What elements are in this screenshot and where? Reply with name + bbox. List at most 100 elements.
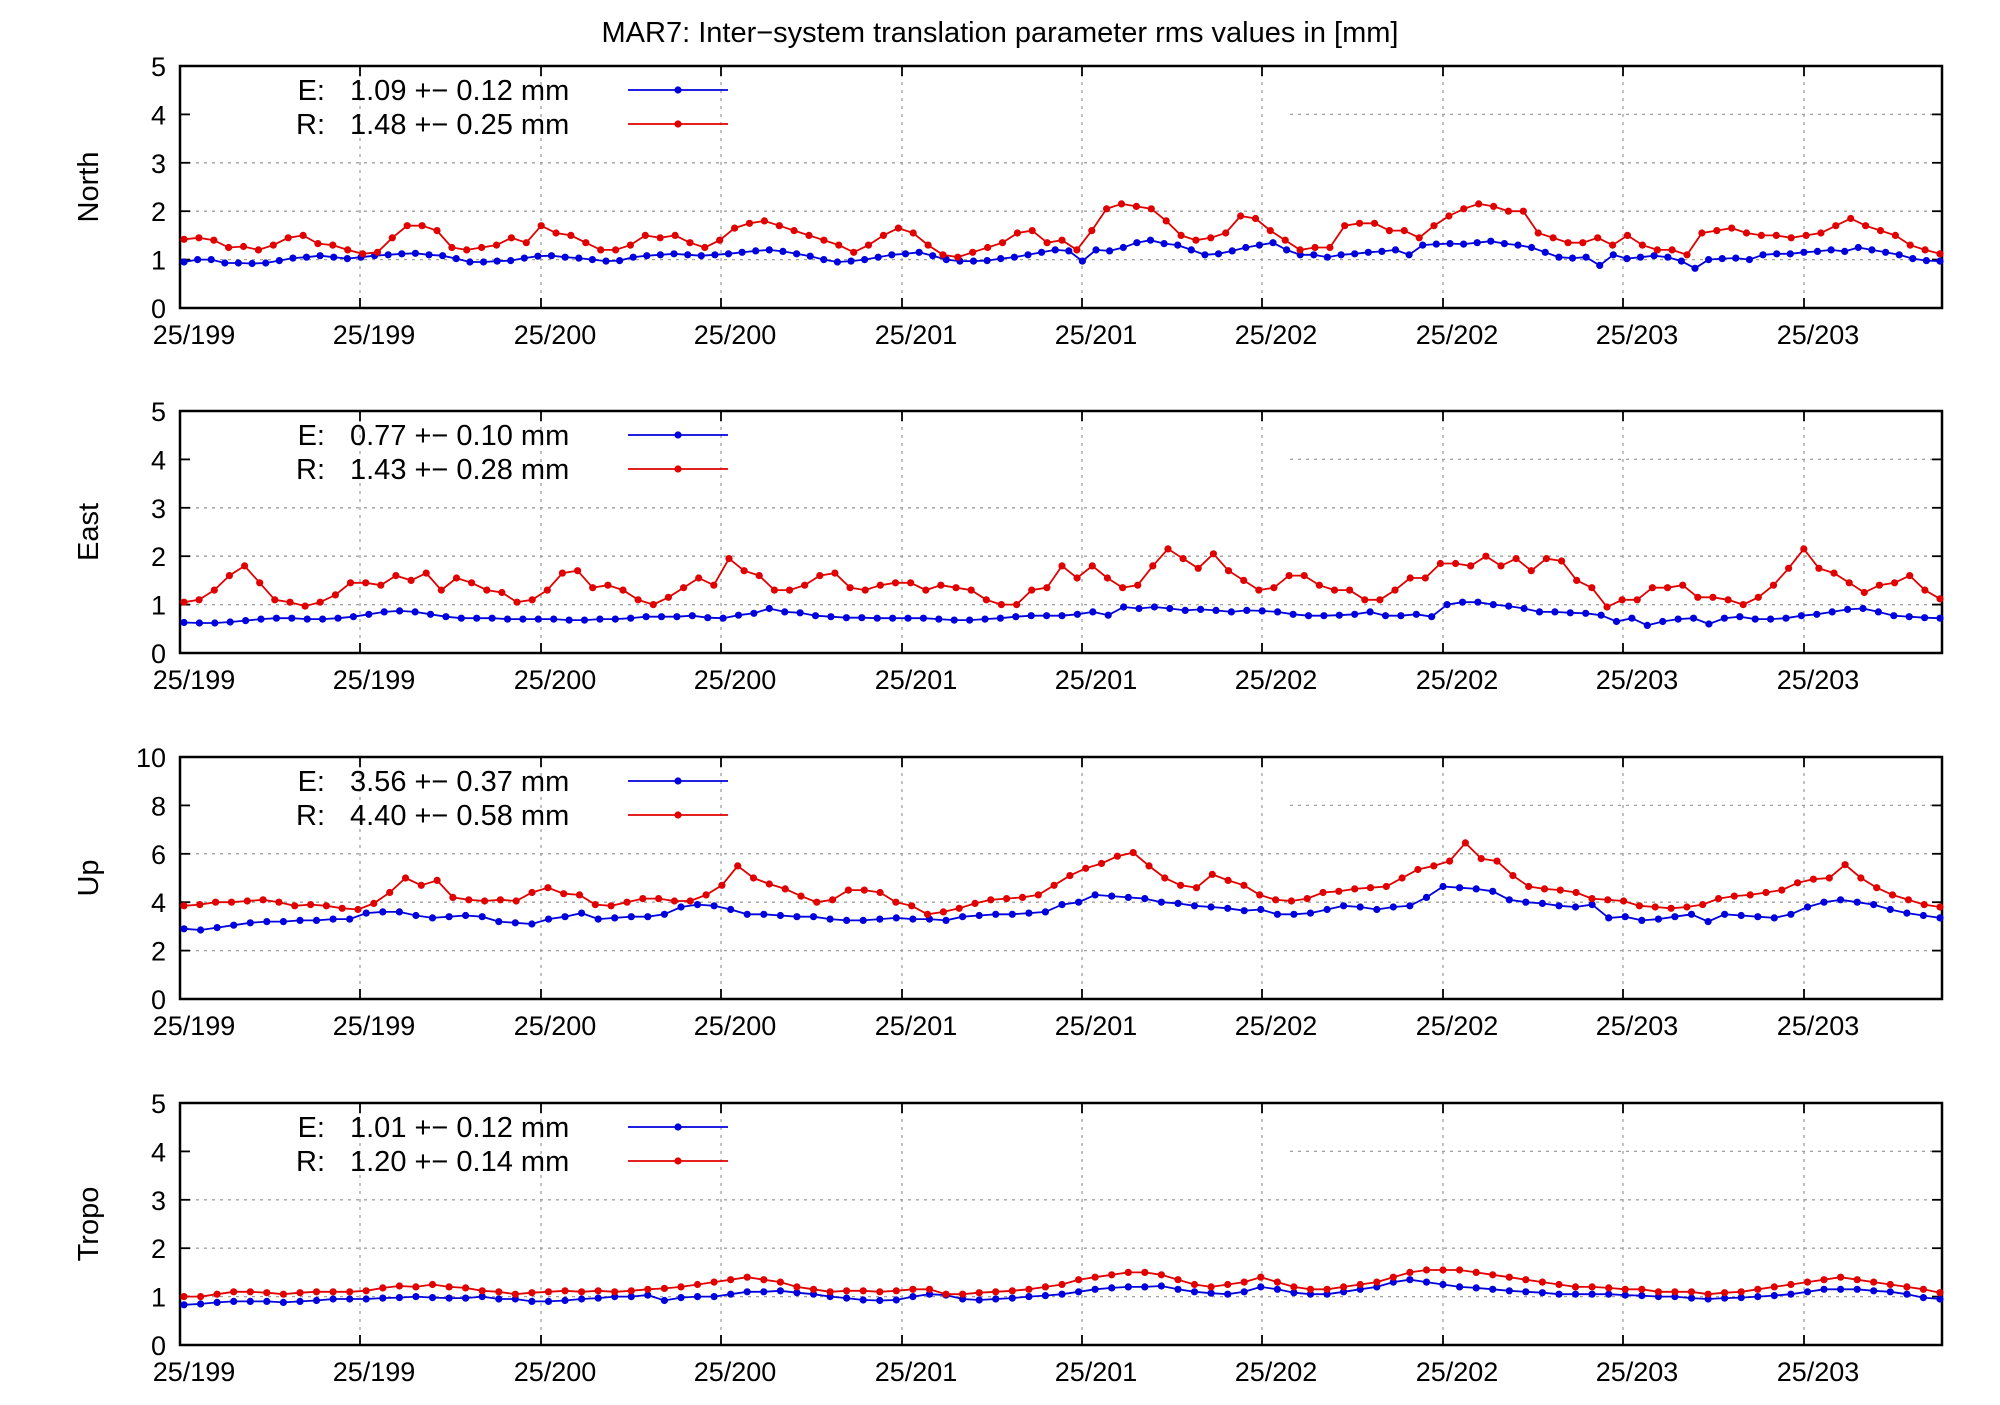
data-point — [969, 257, 978, 265]
data-point — [656, 234, 664, 242]
data-point — [1936, 250, 1944, 258]
x-tick-label: 25/200 — [514, 320, 597, 350]
data-point — [1323, 905, 1331, 914]
y-tick-label: 2 — [151, 937, 166, 967]
data-point — [1078, 257, 1086, 265]
data-point — [612, 246, 620, 254]
x-tick-label: 25/201 — [1055, 1011, 1138, 1041]
data-point — [1351, 885, 1359, 893]
data-point — [1439, 1266, 1447, 1274]
data-point — [908, 902, 916, 910]
data-point — [1296, 246, 1304, 254]
data-point — [1888, 891, 1897, 899]
data-point — [1705, 256, 1713, 264]
data-point — [1058, 1290, 1066, 1298]
data-point — [312, 916, 321, 925]
data-point — [1541, 248, 1549, 256]
data-point — [874, 253, 882, 261]
x-tick-label: 25/199 — [153, 665, 236, 695]
data-point — [1091, 891, 1099, 899]
data-point — [1472, 885, 1480, 893]
series-line-e — [183, 239, 1941, 270]
data-point — [230, 921, 238, 929]
x-tick-label: 25/200 — [514, 665, 597, 695]
legend-series-label: 4.40 +− 0.58 mm — [350, 800, 569, 832]
data-point — [1505, 896, 1513, 904]
y-tick-label: 2 — [151, 197, 166, 227]
data-point — [359, 250, 367, 258]
data-point — [1456, 884, 1464, 892]
data-point — [1759, 251, 1767, 259]
data-point — [312, 1288, 321, 1296]
data-point — [1141, 1283, 1149, 1291]
data-point — [1691, 264, 1699, 272]
data-point — [465, 896, 473, 904]
data-point — [809, 1285, 818, 1293]
data-point — [1638, 1292, 1646, 1300]
data-point — [1266, 227, 1274, 235]
data-point — [1549, 234, 1557, 242]
data-point — [594, 1294, 602, 1302]
data-point — [1638, 241, 1646, 249]
data-point — [422, 569, 430, 577]
data-point — [1813, 610, 1821, 618]
legend-series-name: E: — [298, 75, 325, 107]
data-point — [785, 586, 794, 594]
data-point — [1757, 231, 1765, 239]
data-point — [1770, 1292, 1778, 1300]
data-point — [1769, 581, 1778, 589]
data-point — [1522, 898, 1530, 906]
data-point — [1787, 910, 1795, 918]
data-point — [263, 1289, 271, 1297]
data-point — [1820, 1285, 1828, 1293]
data-point — [731, 224, 739, 232]
data-point — [1732, 254, 1740, 262]
data-point — [1891, 231, 1899, 239]
data-point — [511, 919, 519, 927]
x-tick-label: 25/203 — [1777, 1357, 1860, 1387]
data-point — [225, 572, 233, 580]
data-point — [1356, 903, 1364, 911]
data-point — [1303, 895, 1311, 903]
data-point — [1500, 240, 1508, 248]
data-point — [398, 250, 406, 258]
data-point — [1124, 1268, 1132, 1276]
data-point — [607, 902, 615, 910]
data-point — [1906, 572, 1914, 580]
legend-series-name: R: — [296, 1146, 325, 1178]
data-point — [915, 248, 923, 256]
data-point — [1366, 608, 1374, 616]
data-point — [1315, 581, 1323, 589]
data-point — [969, 248, 977, 256]
y-tick-label: 2 — [151, 542, 166, 572]
x-tick-label: 25/203 — [1596, 1357, 1679, 1387]
data-point — [760, 217, 769, 225]
data-point — [212, 898, 220, 906]
data-point — [1699, 901, 1707, 909]
legend-series-label: 3.56 +− 0.37 mm — [350, 766, 569, 798]
data-point — [1346, 586, 1354, 594]
series-line-r — [183, 202, 1941, 259]
data-point — [312, 1296, 321, 1305]
data-point — [578, 909, 586, 917]
data-point — [1751, 615, 1759, 623]
data-point — [1356, 219, 1364, 227]
data-point — [1192, 236, 1200, 244]
data-point — [1588, 901, 1596, 909]
data-point — [401, 874, 410, 882]
data-point — [329, 1295, 337, 1303]
data-point — [498, 588, 506, 597]
data-point — [445, 1283, 453, 1291]
data-point — [904, 614, 912, 622]
data-point — [1164, 545, 1172, 553]
data-point — [346, 1295, 354, 1303]
panel-east: 0 1 2 3 4 5 25/199 25/199 25/200 25/200 25/201 25/2… — [73, 397, 1944, 695]
data-point — [493, 257, 501, 265]
data-point — [1415, 234, 1423, 242]
data-point — [627, 1293, 635, 1301]
data-point — [520, 254, 528, 262]
data-point — [1430, 862, 1438, 870]
data-point — [1147, 205, 1155, 213]
data-point — [299, 231, 307, 239]
data-point — [1667, 904, 1675, 912]
